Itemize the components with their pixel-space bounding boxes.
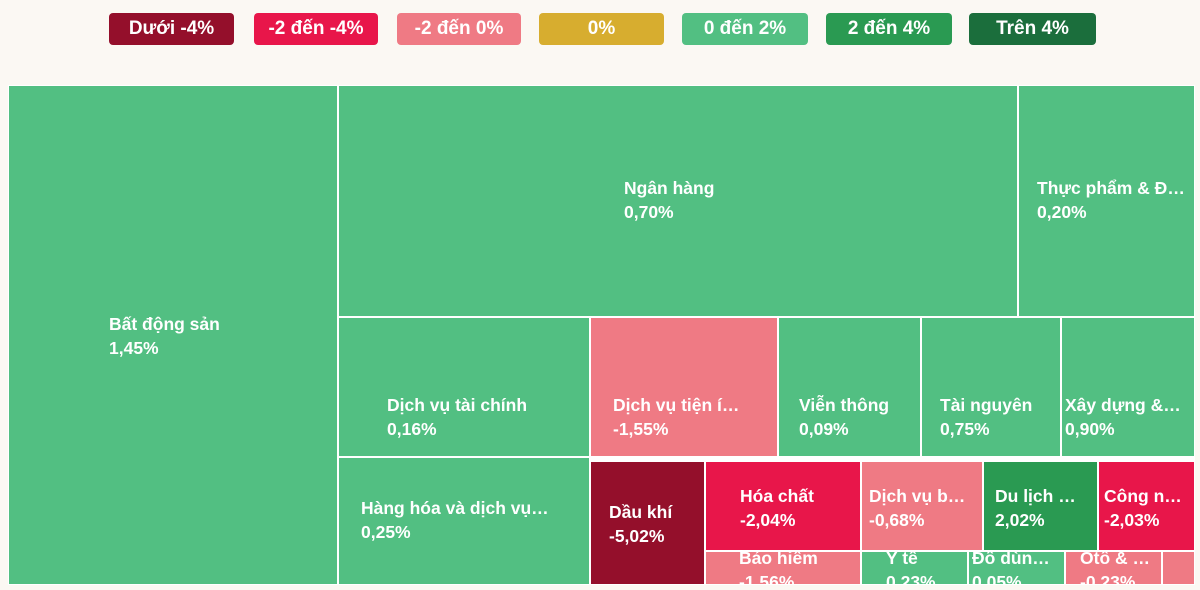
treemap-tile[interactable]: Ngân hàng 0,70% (338, 85, 1018, 317)
treemap-tile[interactable]: Ôtô & … -0,23% (1065, 551, 1162, 585)
tile-name: Du lịch … (995, 486, 1076, 506)
treemap-tile[interactable]: Dịch vụ b… -0,68% (861, 461, 983, 551)
treemap-tile[interactable]: Tài nguyên 0,75% (921, 317, 1061, 457)
tile-label: Bất động sản 1,45% (9, 312, 337, 360)
tile-name: Hàng hóa và dịch vụ… (361, 498, 549, 518)
tile-percent: 0,75% (940, 419, 990, 439)
tile-name: Tài nguyên (940, 395, 1033, 415)
tile-percent: -0,23% (1080, 572, 1136, 585)
legend-item: Trên 4% (969, 13, 1096, 45)
tile-name: Hóa chất (740, 486, 814, 506)
treemap-tile[interactable]: Du lịch … 2,02% (983, 461, 1098, 551)
treemap-tile[interactable]: Dịch vụ tiện í… -1,55% (590, 317, 778, 457)
tile-label: Dịch vụ tiện í… -1,55% (591, 393, 777, 441)
tile-label: Công n… -2,03% (1099, 484, 1194, 532)
tile-label: Bảo hiểm -1,56% (706, 551, 860, 585)
tile-name: Bảo hiểm (739, 551, 818, 568)
treemap-tile[interactable]: Bất động sản 1,45% (8, 85, 338, 585)
legend-item: 0% (539, 13, 664, 45)
tile-percent: 0,16% (387, 419, 437, 439)
tile-percent: -5,02% (609, 526, 665, 546)
tile-label: Đồ dùn… 0,05% (969, 551, 1064, 585)
tile-percent: -0,68% (869, 510, 925, 530)
tile-name: Ngân hàng (624, 178, 715, 198)
treemap-tile[interactable]: Xây dựng &… 0,90% (1061, 317, 1195, 457)
tile-label: Hàng hóa và dịch vụ… 0,25% (339, 496, 589, 544)
tile-name: Dầu khí (609, 502, 673, 522)
tile-label: Ôtô & … -0,23% (1066, 551, 1161, 585)
tile-name: Dịch vụ tài chính (387, 395, 528, 415)
tile-name: Ôtô & … (1080, 551, 1150, 568)
tile-percent: 0,70% (624, 202, 674, 222)
tile-percent: -1,55% (613, 419, 669, 439)
tile-label: Dịch vụ tài chính 0,16% (339, 393, 589, 441)
tile-name: Công n… (1104, 486, 1182, 506)
tile-percent: 0,20% (1037, 202, 1087, 222)
treemap: Bất động sản 1,45% Ngân hàng 0,70% Thực phẩm… (8, 85, 1195, 585)
treemap-tile[interactable]: Đồ dùn… 0,05% (968, 551, 1065, 585)
tile-percent: -1,56% (739, 572, 795, 585)
treemap-tile[interactable]: Công n… -2,03% (1098, 461, 1195, 551)
treemap-tile[interactable]: Thực phẩm & Đ… 0,20% (1018, 85, 1195, 317)
tile-name: Thực phẩm & Đ… (1037, 178, 1185, 198)
tile-label: Du lịch … 2,02% (984, 484, 1097, 532)
tile-label: Tài nguyên 0,75% (922, 393, 1060, 441)
tile-label: Y tế 0,23% (862, 551, 967, 585)
tile-percent: 0,90% (1065, 419, 1115, 439)
treemap-tile[interactable] (1162, 551, 1195, 585)
tile-name: Dịch vụ tiện í… (613, 395, 740, 415)
tile-name: Đồ dùn… (972, 551, 1050, 568)
tile-name: Dịch vụ b… (869, 486, 966, 506)
tile-label: Dịch vụ b… -0,68% (862, 484, 982, 532)
tile-label: Viễn thông 0,09% (779, 393, 920, 441)
tile-label: Xây dựng &… 0,90% (1062, 393, 1194, 441)
tile-label: Dầu khí -5,02% (591, 500, 704, 548)
tile-percent: 2,02% (995, 510, 1045, 530)
treemap-tile[interactable]: Y tế 0,23% (861, 551, 968, 585)
tile-name: Viễn thông (799, 395, 890, 415)
treemap-tile[interactable]: Hóa chất -2,04% (705, 461, 861, 551)
tile-percent: -2,03% (1104, 510, 1160, 530)
tile-name: Y tế (886, 551, 918, 568)
legend-item: 0 đến 2% (682, 13, 808, 45)
treemap-tile[interactable]: Dầu khí -5,02% (590, 461, 705, 585)
treemap-tile[interactable]: Dịch vụ tài chính 0,16% (338, 317, 590, 457)
tile-percent: 0,25% (361, 522, 411, 542)
treemap-tile[interactable]: Hàng hóa và dịch vụ… 0,25% (338, 457, 590, 585)
legend-item: -2 đến 0% (397, 13, 521, 45)
tile-percent: -2,04% (740, 510, 796, 530)
tile-percent: 1,45% (109, 338, 159, 358)
tile-name: Bất động sản (109, 314, 220, 334)
tile-name: Xây dựng &… (1065, 395, 1181, 415)
treemap-tile[interactable]: Viễn thông 0,09% (778, 317, 921, 457)
legend-item: -2 đến -4% (254, 13, 378, 45)
legend: Dưới -4% -2 đến -4% -2 đến 0% 0% 0 đến 2% 2 đ… (0, 0, 1200, 60)
tile-percent: 0,09% (799, 419, 849, 439)
tile-percent: 0,23% (886, 572, 936, 585)
tile-percent: 0,05% (972, 572, 1022, 585)
tile-label: Thực phẩm & Đ… 0,20% (1019, 176, 1194, 224)
tile-label: Ngân hàng 0,70% (339, 176, 1017, 224)
treemap-tile[interactable]: Bảo hiểm -1,56% (705, 551, 861, 585)
legend-item: 2 đến 4% (826, 13, 952, 45)
tile-label: Hóa chất -2,04% (706, 484, 860, 532)
legend-item: Dưới -4% (109, 13, 234, 45)
